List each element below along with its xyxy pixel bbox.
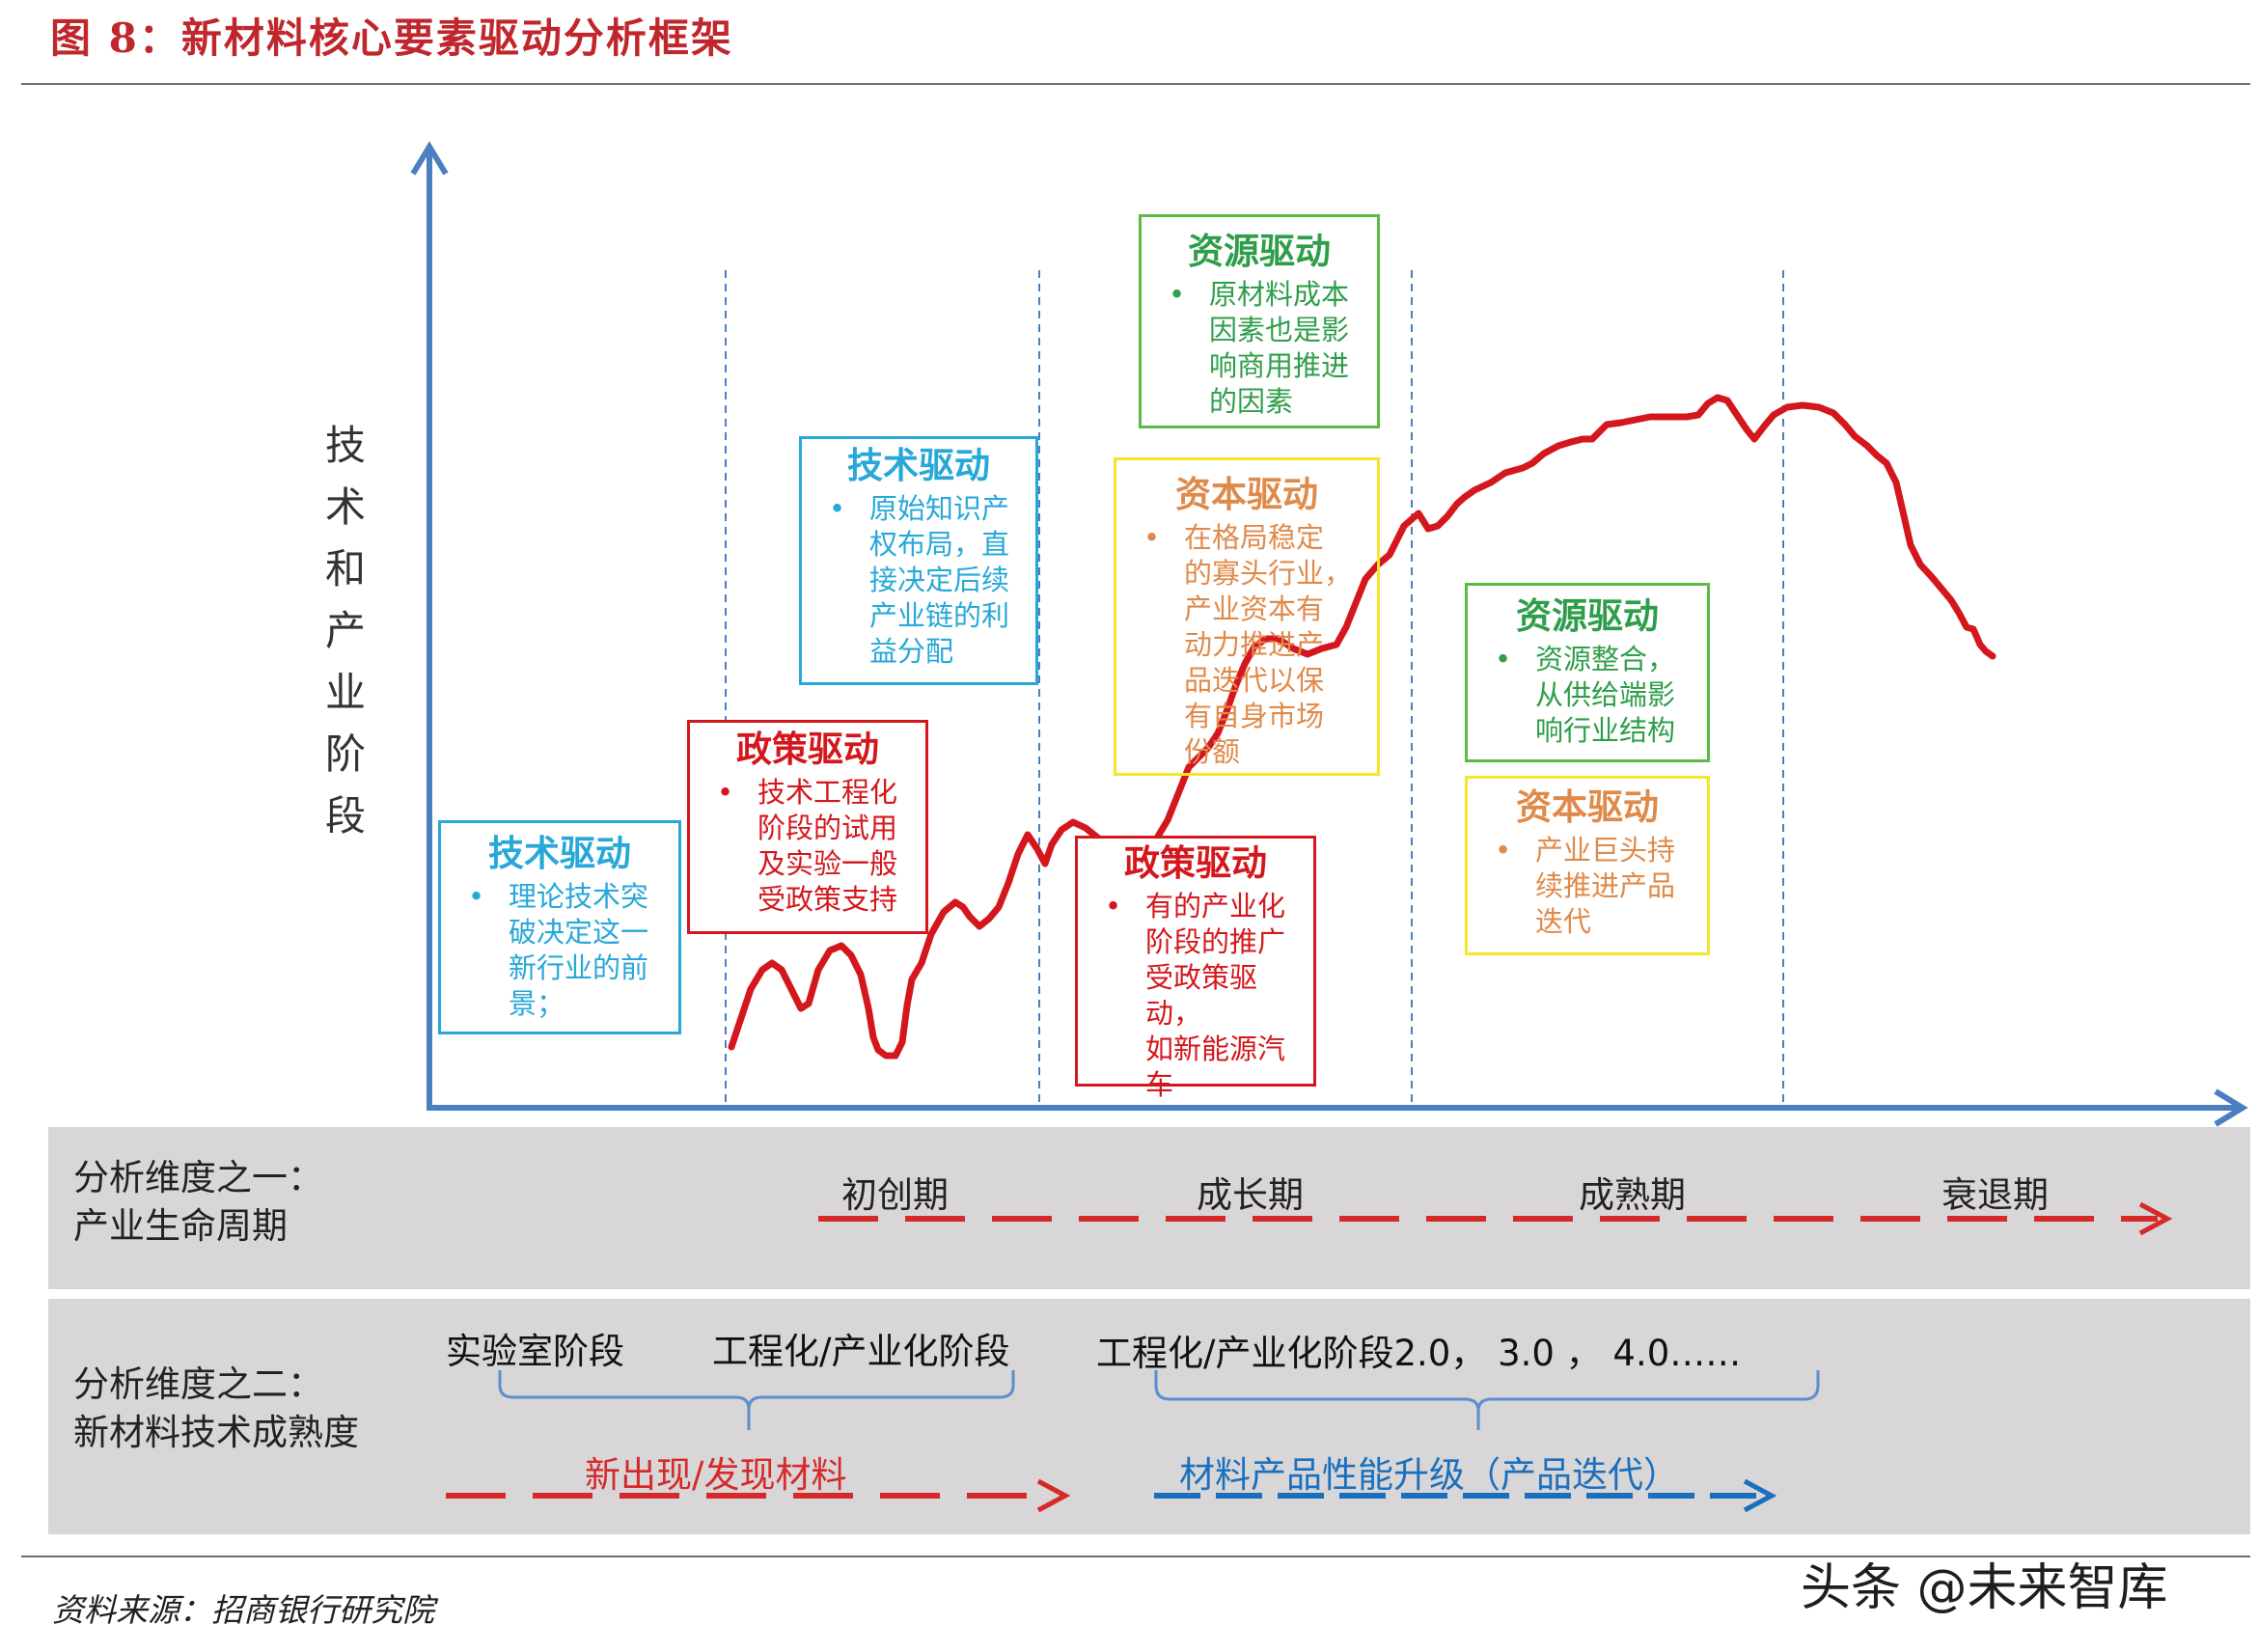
box-heading: 技术驱动: [847, 445, 990, 486]
box-heading: 资源驱动: [1516, 595, 1659, 637]
box-text: 原材料成本 因素也是影 响商用推进 的因素: [1169, 277, 1371, 420]
box-heading: 资本驱动: [1175, 474, 1318, 515]
box-text: 资源整合， 从供给端影 响行业结构: [1495, 642, 1701, 749]
capital-driver-box-2: 资本驱动 产业巨头持 续推进产品 迭代: [1465, 776, 1710, 955]
lifecycle-band: [48, 1127, 2250, 1289]
box-heading: 政策驱动: [1124, 842, 1267, 884]
stage-lab: 实验室阶段: [446, 1331, 624, 1372]
tech-driver-box-2: 技术驱动 原始知识产 权布局，直 接决定后续 产业链的利 益分配: [799, 436, 1038, 685]
box-text: 在格局稳定 的寡头行业， 产业资本有 动力推进产 品迭代以保 有自身市场 份额: [1143, 520, 1371, 770]
phase-growth: 成长期: [1197, 1174, 1304, 1216]
source-note: 资料来源：招商银行研究院: [52, 1591, 434, 1629]
policy-driver-box-2: 政策驱动 有的产业化 阶段的推广 受政策驱动， 如新能源汽 车: [1075, 836, 1316, 1101]
figure-title: 图 8：新材料核心要素驱动分析框架: [50, 14, 733, 62]
y-axis-arrow: [410, 141, 449, 176]
box-heading: 资源驱动: [1188, 231, 1331, 272]
footer-rule: [21, 1556, 2250, 1557]
stage-engineering: 工程化/产业化阶段: [712, 1331, 1010, 1372]
phase-startup: 初创期: [841, 1174, 949, 1216]
box-text: 技术工程化 阶段的试用 及实验一般 受政策支持: [717, 775, 920, 918]
box-text: 产业巨头持 续推进产品 迭代: [1495, 833, 1701, 940]
x-axis-arrow: [2214, 1088, 2248, 1127]
y-axis-label: 技 术 和 产 业 阶 段: [324, 422, 366, 840]
box-heading: 资本驱动: [1516, 786, 1659, 828]
new-material-label: 新出现/发现材料: [585, 1454, 847, 1496]
box-heading: 技术驱动: [488, 833, 631, 874]
lifecycle-band-label: 分析维度之一： 产业生命周期: [73, 1157, 323, 1247]
tech-driver-box-1: 技术驱动 理论技术突 破决定这一 新行业的前 景；: [438, 820, 681, 1034]
phase-decline: 衰退期: [1941, 1174, 2049, 1216]
resource-driver-box-2: 资源驱动 资源整合， 从供给端影 响行业结构: [1465, 583, 1710, 762]
maturity-band: [48, 1299, 2250, 1534]
box-text: 理论技术突 破决定这一 新行业的前 景；: [468, 879, 673, 1022]
box-heading: 政策驱动: [736, 729, 879, 770]
capital-driver-box-1: 资本驱动 在格局稳定 的寡头行业， 产业资本有 动力推进产 品迭代以保 有自身市…: [1114, 457, 1380, 776]
stage-engineering-iterations: 工程化/产业化阶段2.0， 3.0 ， 4.0……: [1096, 1333, 1742, 1374]
maturity-band-label: 分析维度之二： 新材料技术成熟度: [73, 1363, 359, 1453]
watermark: 头条 @未来智库: [1801, 1559, 2168, 1617]
title-rule: [21, 83, 2250, 85]
phase-mature: 成熟期: [1579, 1174, 1686, 1216]
upgrade-label: 材料产品性能升级（产品迭代）: [1179, 1454, 1679, 1496]
box-text: 有的产业化 阶段的推广 受政策驱动， 如新能源汽 车: [1105, 889, 1308, 1103]
policy-driver-box-1: 政策驱动 技术工程化 阶段的试用 及实验一般 受政策支持: [687, 720, 928, 934]
box-text: 原始知识产 权布局，直 接决定后续 产业链的利 益分配: [829, 491, 1030, 670]
resource-driver-box-1: 资源驱动 原材料成本 因素也是影 响商用推进 的因素: [1139, 214, 1380, 428]
